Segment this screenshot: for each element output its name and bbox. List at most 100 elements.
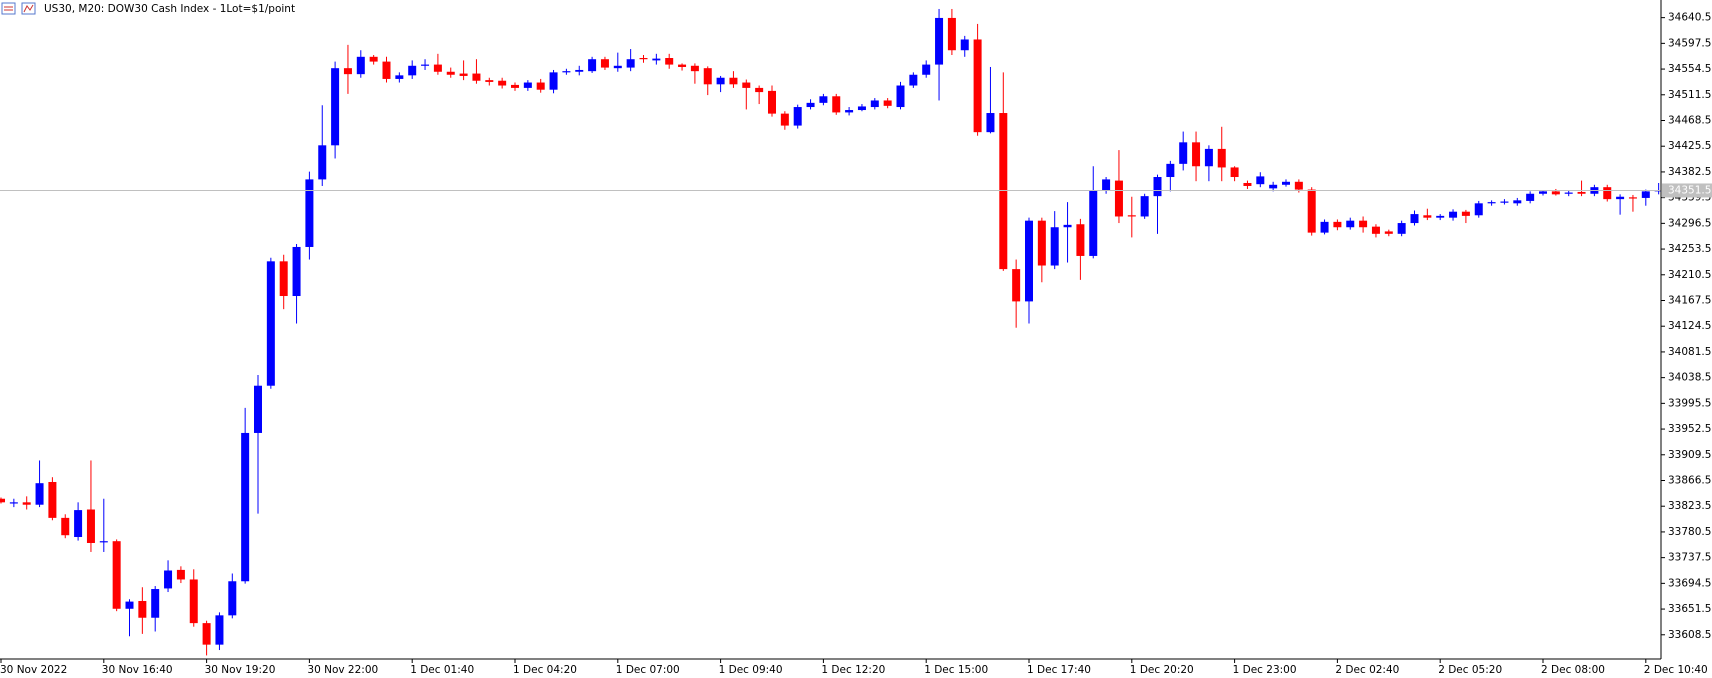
candle-body (74, 510, 83, 538)
candle-body (1346, 220, 1355, 228)
candle-body (716, 77, 725, 85)
candle-body (703, 68, 712, 85)
candle-body (819, 96, 828, 103)
y-tick-label: 33737.5 (1668, 552, 1711, 564)
candle-body (1282, 181, 1290, 185)
y-tick-label: 34554.5 (1668, 63, 1711, 75)
chart-title: US30, M20: DOW30 Cash Index - 1Lot=$1/po… (44, 3, 295, 15)
candle-body (845, 110, 854, 113)
icon (1, 2, 16, 15)
candle-body (35, 483, 44, 505)
candle-body (395, 75, 404, 79)
candle-body (780, 113, 789, 126)
candle-body (909, 74, 918, 86)
y-tick-label: 34640.5 (1668, 12, 1711, 24)
x-tick-label: 30 Nov 22:00 (307, 664, 378, 676)
candle-body (1127, 215, 1136, 217)
candle-body (793, 107, 802, 126)
candle-body (1166, 163, 1175, 178)
candle-body (639, 58, 648, 60)
candle-body (1461, 211, 1470, 216)
candle-body (1217, 148, 1226, 168)
candle-body (472, 73, 481, 81)
candle-body (1436, 215, 1445, 218)
candle-body (999, 113, 1008, 270)
candle-body (1384, 231, 1393, 234)
candle-body (1616, 196, 1625, 200)
candle-body (575, 69, 584, 72)
candle-body (1333, 221, 1342, 228)
candle-body (1114, 180, 1123, 217)
plot-area (0, 8, 1661, 656)
candle-body (652, 58, 661, 61)
candle-body (768, 90, 776, 114)
x-tick-label: 2 Dec 08:00 (1541, 664, 1605, 676)
candle-body (1243, 182, 1252, 186)
y-tick-label: 34124.5 (1668, 320, 1711, 332)
candle-body (755, 87, 764, 93)
x-tick-label: 2 Dec 10:40 (1644, 664, 1708, 676)
x-tick-label: 30 Nov 16:40 (102, 664, 173, 676)
candle-body (1063, 224, 1072, 228)
candle-body (176, 569, 185, 580)
candle-body (883, 100, 892, 106)
y-tick-label: 33823.5 (1668, 500, 1711, 512)
candle-body (331, 68, 340, 146)
y-tick-label: 33780.5 (1668, 526, 1711, 538)
candle-body (1487, 202, 1496, 204)
candle-body (1564, 192, 1573, 194)
candle-body (1179, 142, 1188, 164)
x-tick-label: 1 Dec 15:00 (924, 664, 988, 676)
y-tick-label: 34511.5 (1668, 89, 1711, 101)
candle-body (832, 96, 841, 113)
x-tick-label: 1 Dec 04:20 (513, 664, 577, 676)
candle-body (896, 85, 905, 108)
candle-body (1307, 189, 1316, 233)
candle-body (1256, 176, 1265, 185)
last-price-box (1662, 183, 1712, 198)
candle-body (446, 71, 455, 75)
candle-body (857, 106, 866, 111)
header-icons (1, 2, 36, 15)
y-tick-label: 33952.5 (1668, 423, 1711, 435)
candle-body (1371, 226, 1380, 234)
x-tick-label: 2 Dec 05:20 (1438, 664, 1502, 676)
candle-body (742, 82, 751, 88)
candle-body (202, 623, 211, 645)
candle-body (241, 432, 250, 582)
candle-body (22, 502, 31, 505)
candle-body (1628, 197, 1637, 199)
candle-body (86, 509, 95, 543)
y-tick-label: 34468.5 (1668, 114, 1711, 126)
candle-body (1153, 177, 1162, 197)
candle-body (485, 80, 494, 82)
x-tick-label: 2 Dec 02:40 (1335, 664, 1399, 676)
candle-body (960, 39, 969, 51)
candle-body (215, 615, 224, 645)
candle-body (254, 385, 262, 433)
candle-body (498, 80, 507, 86)
candle-body (1012, 269, 1021, 302)
candle-body (266, 261, 275, 386)
candle-body (588, 59, 597, 72)
y-tick-label: 33694.5 (1668, 577, 1711, 589)
candle-body (536, 82, 545, 90)
candle-body (1500, 201, 1509, 203)
y-tick-label: 33995.5 (1668, 397, 1711, 409)
candle-body (228, 581, 237, 616)
candle-body (1076, 224, 1085, 256)
x-tick-label: 30 Nov 19:20 (205, 664, 276, 676)
candle-body (523, 82, 532, 88)
y-tick-label: 34253.5 (1668, 243, 1711, 255)
candle-body (678, 64, 687, 67)
candle-body (382, 61, 391, 79)
candle-body (806, 102, 815, 108)
candle-body (1603, 187, 1612, 200)
candle-body (421, 64, 430, 66)
candle-body (1423, 215, 1432, 218)
candle-body (1050, 227, 1059, 266)
candle-body (279, 261, 288, 297)
y-tick-label: 34425.5 (1668, 140, 1711, 152)
candle-body (343, 68, 352, 75)
